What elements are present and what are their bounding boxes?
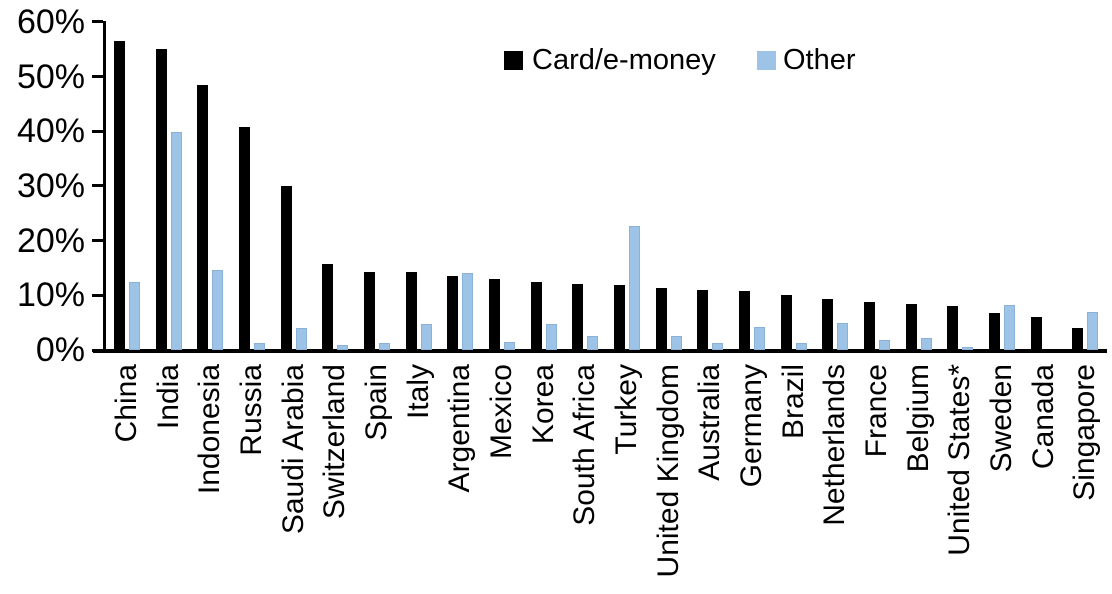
x-axis-label-canada: Canada bbox=[1026, 364, 1060, 470]
bar-other-south-africa bbox=[587, 336, 599, 350]
bar-card-e-money-australia bbox=[697, 289, 709, 350]
bar-other-germany bbox=[753, 327, 765, 350]
y-tick-mark-10 bbox=[92, 293, 103, 297]
legend-label-other: Other bbox=[783, 44, 856, 76]
bar-other-france bbox=[878, 340, 890, 350]
x-axis-line bbox=[93, 349, 1107, 353]
bar-card-e-money-korea bbox=[530, 282, 542, 350]
bar-card-e-money-canada bbox=[1030, 316, 1042, 350]
bar-card-e-money-russia bbox=[238, 127, 250, 350]
x-axis-label-spain: Spain bbox=[359, 364, 393, 441]
y-tick-mark-20 bbox=[92, 239, 103, 243]
y-tick-mark-0 bbox=[92, 348, 103, 352]
bar-other-brazil bbox=[795, 342, 807, 350]
y-axis-label-30: 30% bbox=[16, 166, 85, 205]
bar-other-united-kingdom bbox=[670, 336, 682, 350]
x-axis-label-russia: Russia bbox=[234, 364, 268, 456]
bar-other-india bbox=[170, 132, 182, 350]
bar-other-united-states bbox=[962, 346, 974, 350]
bar-card-e-money-indonesia bbox=[197, 84, 209, 350]
y-tick-mark-60 bbox=[92, 20, 103, 24]
bar-other-china bbox=[128, 282, 140, 350]
x-axis-label-china: China bbox=[109, 364, 143, 443]
bar-other-mexico bbox=[503, 341, 515, 350]
x-axis-label-brazil: Brazil bbox=[776, 364, 810, 440]
bar-other-australia bbox=[712, 343, 724, 350]
bar-card-e-money-argentina bbox=[447, 276, 459, 350]
bar-other-korea bbox=[545, 323, 557, 350]
y-axis-label-50: 50% bbox=[16, 57, 85, 96]
bar-card-e-money-saudi-arabia bbox=[280, 185, 292, 350]
y-axis-label-40: 40% bbox=[16, 112, 85, 151]
bar-card-e-money-singapore bbox=[1072, 327, 1084, 350]
x-axis-label-turkey: Turkey bbox=[609, 364, 643, 455]
bar-card-e-money-belgium bbox=[905, 304, 917, 350]
bar-other-russia bbox=[253, 343, 265, 350]
bar-card-e-money-india bbox=[155, 48, 167, 350]
bar-other-turkey bbox=[628, 225, 640, 350]
legend-label-card-e-money: Card/e-money bbox=[532, 44, 716, 76]
y-axis-label-60: 60% bbox=[16, 2, 85, 41]
bar-other-singapore bbox=[1087, 312, 1099, 350]
x-axis-label-south-africa: South Africa bbox=[568, 364, 602, 526]
x-axis-label-mexico: Mexico bbox=[484, 364, 518, 460]
x-axis-label-saudi-arabia: Saudi Arabia bbox=[276, 364, 310, 535]
bar-card-e-money-spain bbox=[363, 271, 375, 350]
bar-card-e-money-sweden bbox=[988, 312, 1000, 350]
y-tick-mark-40 bbox=[92, 129, 103, 133]
bar-other-indonesia bbox=[212, 269, 224, 350]
bar-card-e-money-south-africa bbox=[572, 284, 584, 350]
x-axis-label-france: France bbox=[859, 364, 893, 458]
bar-other-sweden bbox=[1003, 305, 1015, 350]
bar-card-e-money-united-states bbox=[947, 306, 959, 350]
bar-card-e-money-italy bbox=[405, 272, 417, 350]
x-axis-label-sweden: Sweden bbox=[984, 364, 1018, 473]
bar-other-switzerland bbox=[337, 344, 349, 350]
bar-card-e-money-mexico bbox=[488, 278, 500, 350]
y-axis-label-0: 0% bbox=[35, 331, 85, 369]
bar-card-e-money-germany bbox=[738, 290, 750, 350]
bar-card-e-money-brazil bbox=[780, 294, 792, 350]
bar-card-e-money-france bbox=[863, 301, 875, 350]
bar-other-netherlands bbox=[837, 322, 849, 350]
bar-other-belgium bbox=[920, 337, 932, 350]
x-axis-label-korea: Korea bbox=[526, 364, 560, 445]
bar-other-italy bbox=[420, 323, 432, 350]
bar-other-spain bbox=[378, 343, 390, 350]
x-axis-label-switzerland: Switzerland bbox=[318, 364, 352, 520]
bar-other-argentina bbox=[462, 273, 474, 350]
x-axis-label-indonesia: Indonesia bbox=[193, 364, 227, 495]
bar-card-e-money-netherlands bbox=[822, 298, 834, 350]
x-axis-label-singapore: Singapore bbox=[1068, 364, 1102, 501]
bar-card-e-money-china bbox=[113, 41, 125, 350]
x-axis-label-netherlands: Netherlands bbox=[818, 364, 852, 526]
y-axis-label-20: 20% bbox=[16, 221, 85, 260]
x-axis-label-argentina: Argentina bbox=[443, 364, 477, 493]
y-axis-line bbox=[103, 21, 106, 353]
bar-other-saudi-arabia bbox=[295, 328, 307, 350]
x-axis-label-united-states: United States* bbox=[943, 364, 977, 556]
legend-swatch-other bbox=[757, 51, 776, 70]
x-axis-label-italy: Italy bbox=[401, 364, 435, 420]
x-axis-label-germany: Germany bbox=[734, 364, 768, 488]
y-tick-mark-50 bbox=[92, 75, 103, 78]
y-tick-mark-30 bbox=[92, 184, 103, 188]
bar-card-e-money-switzerland bbox=[322, 263, 334, 350]
bar-card-e-money-turkey bbox=[613, 285, 625, 350]
legend-swatch-card-e-money bbox=[504, 51, 523, 70]
x-axis-label-united-kingdom: United Kingdom bbox=[651, 364, 685, 578]
x-axis-label-belgium: Belgium bbox=[901, 364, 935, 473]
x-axis-label-india: India bbox=[151, 364, 185, 430]
x-axis-label-australia: Australia bbox=[693, 364, 727, 481]
y-axis-label-10: 10% bbox=[16, 276, 85, 315]
bar-card-e-money-united-kingdom bbox=[655, 288, 667, 350]
